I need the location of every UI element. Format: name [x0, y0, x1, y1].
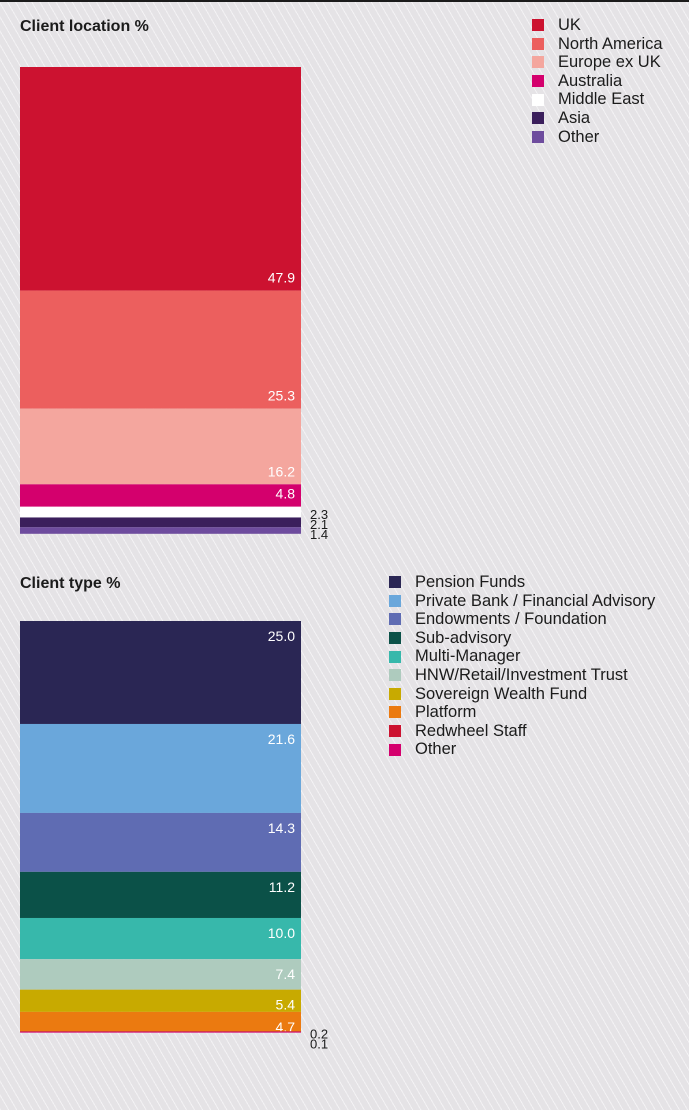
legend-swatch: [532, 56, 544, 69]
value-label-north-america: 25.3: [268, 388, 295, 404]
segment-middle-east: [20, 506, 301, 518]
legend-item-europe-ex-uk: Europe ex UK: [532, 53, 663, 72]
client-type-stacked-bar: 25.0 21.6 14.3 11.2 10.0 7.4 5.4 4.7 0.20.1: [20, 621, 328, 1052]
segment-europe-ex-uk: [20, 408, 301, 485]
legend-item-hnw-retail-investment-trust: HNW/Retail/Investment Trust: [389, 666, 655, 685]
legend-item-other: Other: [389, 740, 655, 759]
value-label-pension-funds: 25.0: [268, 628, 295, 644]
legend-label: Sub-advisory: [415, 628, 512, 647]
legend-label: UK: [558, 16, 581, 35]
value-label-endowments-foundation: 14.3: [268, 820, 295, 836]
client-location-stacked-bar: 47.9 25.3 16.2 4.8 2.32.11.4: [20, 67, 328, 542]
segment-other: [20, 527, 301, 534]
legend-label: Other: [415, 740, 457, 759]
legend-swatch: [532, 112, 544, 125]
segment-redwheel-staff: [20, 1031, 301, 1033]
legend-swatch: [532, 130, 544, 143]
top-rule: [0, 0, 689, 2]
legend-swatch: [389, 706, 401, 719]
legend-swatch: [532, 37, 544, 50]
segment-sub-advisory: [20, 871, 301, 918]
legend-item-redwheel-staff: Redwheel Staff: [389, 722, 655, 741]
client-type-legend: Pension Funds Private Bank / Financial Ad…: [389, 573, 655, 759]
legend-label: Multi-Manager: [415, 647, 521, 666]
legend-item-multi-manager: Multi-Manager: [389, 647, 655, 666]
legend-item-sub-advisory: Sub-advisory: [389, 629, 655, 648]
legend-swatch: [389, 613, 401, 626]
legend-label: Pension Funds: [415, 573, 526, 592]
legend-item-north-america: North America: [532, 35, 663, 54]
legend-swatch: [389, 650, 401, 663]
legend-swatch: [532, 19, 544, 32]
value-label-europe-ex-uk: 16.2: [268, 463, 295, 479]
legend-label: Europe ex UK: [558, 53, 661, 72]
segment-north-america: [20, 290, 301, 409]
value-label-sovereign-wealth-fund: 5.4: [276, 997, 296, 1013]
client-location-title: Client location %: [20, 18, 149, 35]
legend-swatch: [389, 687, 401, 700]
segment-multi-manager: [20, 917, 301, 960]
value-label-uk: 47.9: [268, 270, 295, 286]
segment-endowments-foundation: [20, 812, 301, 872]
legend-swatch: [389, 743, 401, 756]
legend-label: North America: [558, 34, 663, 53]
legend-label: Endowments / Foundation: [415, 610, 607, 629]
segment-platform: [20, 1011, 301, 1032]
legend-label: Redwheel Staff: [415, 721, 527, 740]
legend-label: Sovereign Wealth Fund: [415, 684, 588, 703]
segment-australia: [20, 484, 301, 507]
legend-item-asia: Asia: [532, 109, 663, 128]
segment-hnw-retail-investment-trust: [20, 959, 301, 990]
legend-item-pension-funds: Pension Funds: [389, 573, 655, 592]
legend-label: Other: [558, 127, 600, 146]
legend-swatch: [389, 632, 401, 645]
legend-label: Private Bank / Financial Advisory: [415, 591, 656, 610]
value-label-other: 1.4: [310, 527, 328, 542]
legend-item-sovereign-wealth-fund: Sovereign Wealth Fund: [389, 685, 655, 704]
legend-swatch: [389, 725, 401, 738]
legend-item-endowments-foundation: Endowments / Foundation: [389, 610, 655, 629]
legend-item-other: Other: [532, 128, 663, 147]
client-location-legend: UK North America Europe ex UK Australia Midd…: [532, 16, 663, 146]
segment-asia: [20, 517, 301, 528]
legend-label: Asia: [558, 109, 591, 128]
segment-private-bank-financial-advisory: [20, 723, 301, 813]
legend-swatch: [532, 93, 544, 106]
value-label-australia: 4.8: [276, 486, 296, 502]
value-label-asia: 2.1: [310, 517, 328, 532]
value-label-redwheel-staff: 0.2: [310, 1027, 328, 1042]
segment-pension-funds: [20, 621, 301, 724]
legend-item-platform: Platform: [389, 703, 655, 722]
legend-item-uk: UK: [532, 16, 663, 35]
value-label-other: 0.1: [310, 1037, 328, 1052]
legend-item-middle-east: Middle East: [532, 90, 663, 109]
legend-swatch: [389, 576, 401, 589]
segment-sovereign-wealth-fund: [20, 989, 301, 1012]
legend-label: Australia: [558, 71, 623, 90]
legend-label: Platform: [415, 703, 477, 722]
legend-label: Middle East: [558, 90, 645, 109]
value-label-multi-manager: 10.0: [268, 925, 295, 941]
value-label-platform: 4.7: [276, 1019, 296, 1035]
segment-other: [20, 1032, 301, 1033]
value-label-private-bank-financial-advisory: 21.6: [268, 731, 295, 747]
value-label-sub-advisory: 11.2: [269, 879, 295, 895]
segment-uk: [20, 67, 301, 291]
value-label-hnw-retail-investment-trust: 7.4: [276, 966, 296, 982]
value-label-middle-east: 2.3: [310, 507, 328, 522]
legend-item-private-bank-financial-advisory: Private Bank / Financial Advisory: [389, 592, 655, 611]
legend-swatch: [532, 75, 544, 88]
legend-label: HNW/Retail/Investment Trust: [415, 666, 628, 685]
legend-swatch: [389, 594, 401, 607]
legend-item-australia: Australia: [532, 72, 663, 91]
client-type-title: Client type %: [20, 575, 121, 592]
legend-swatch: [389, 669, 401, 682]
